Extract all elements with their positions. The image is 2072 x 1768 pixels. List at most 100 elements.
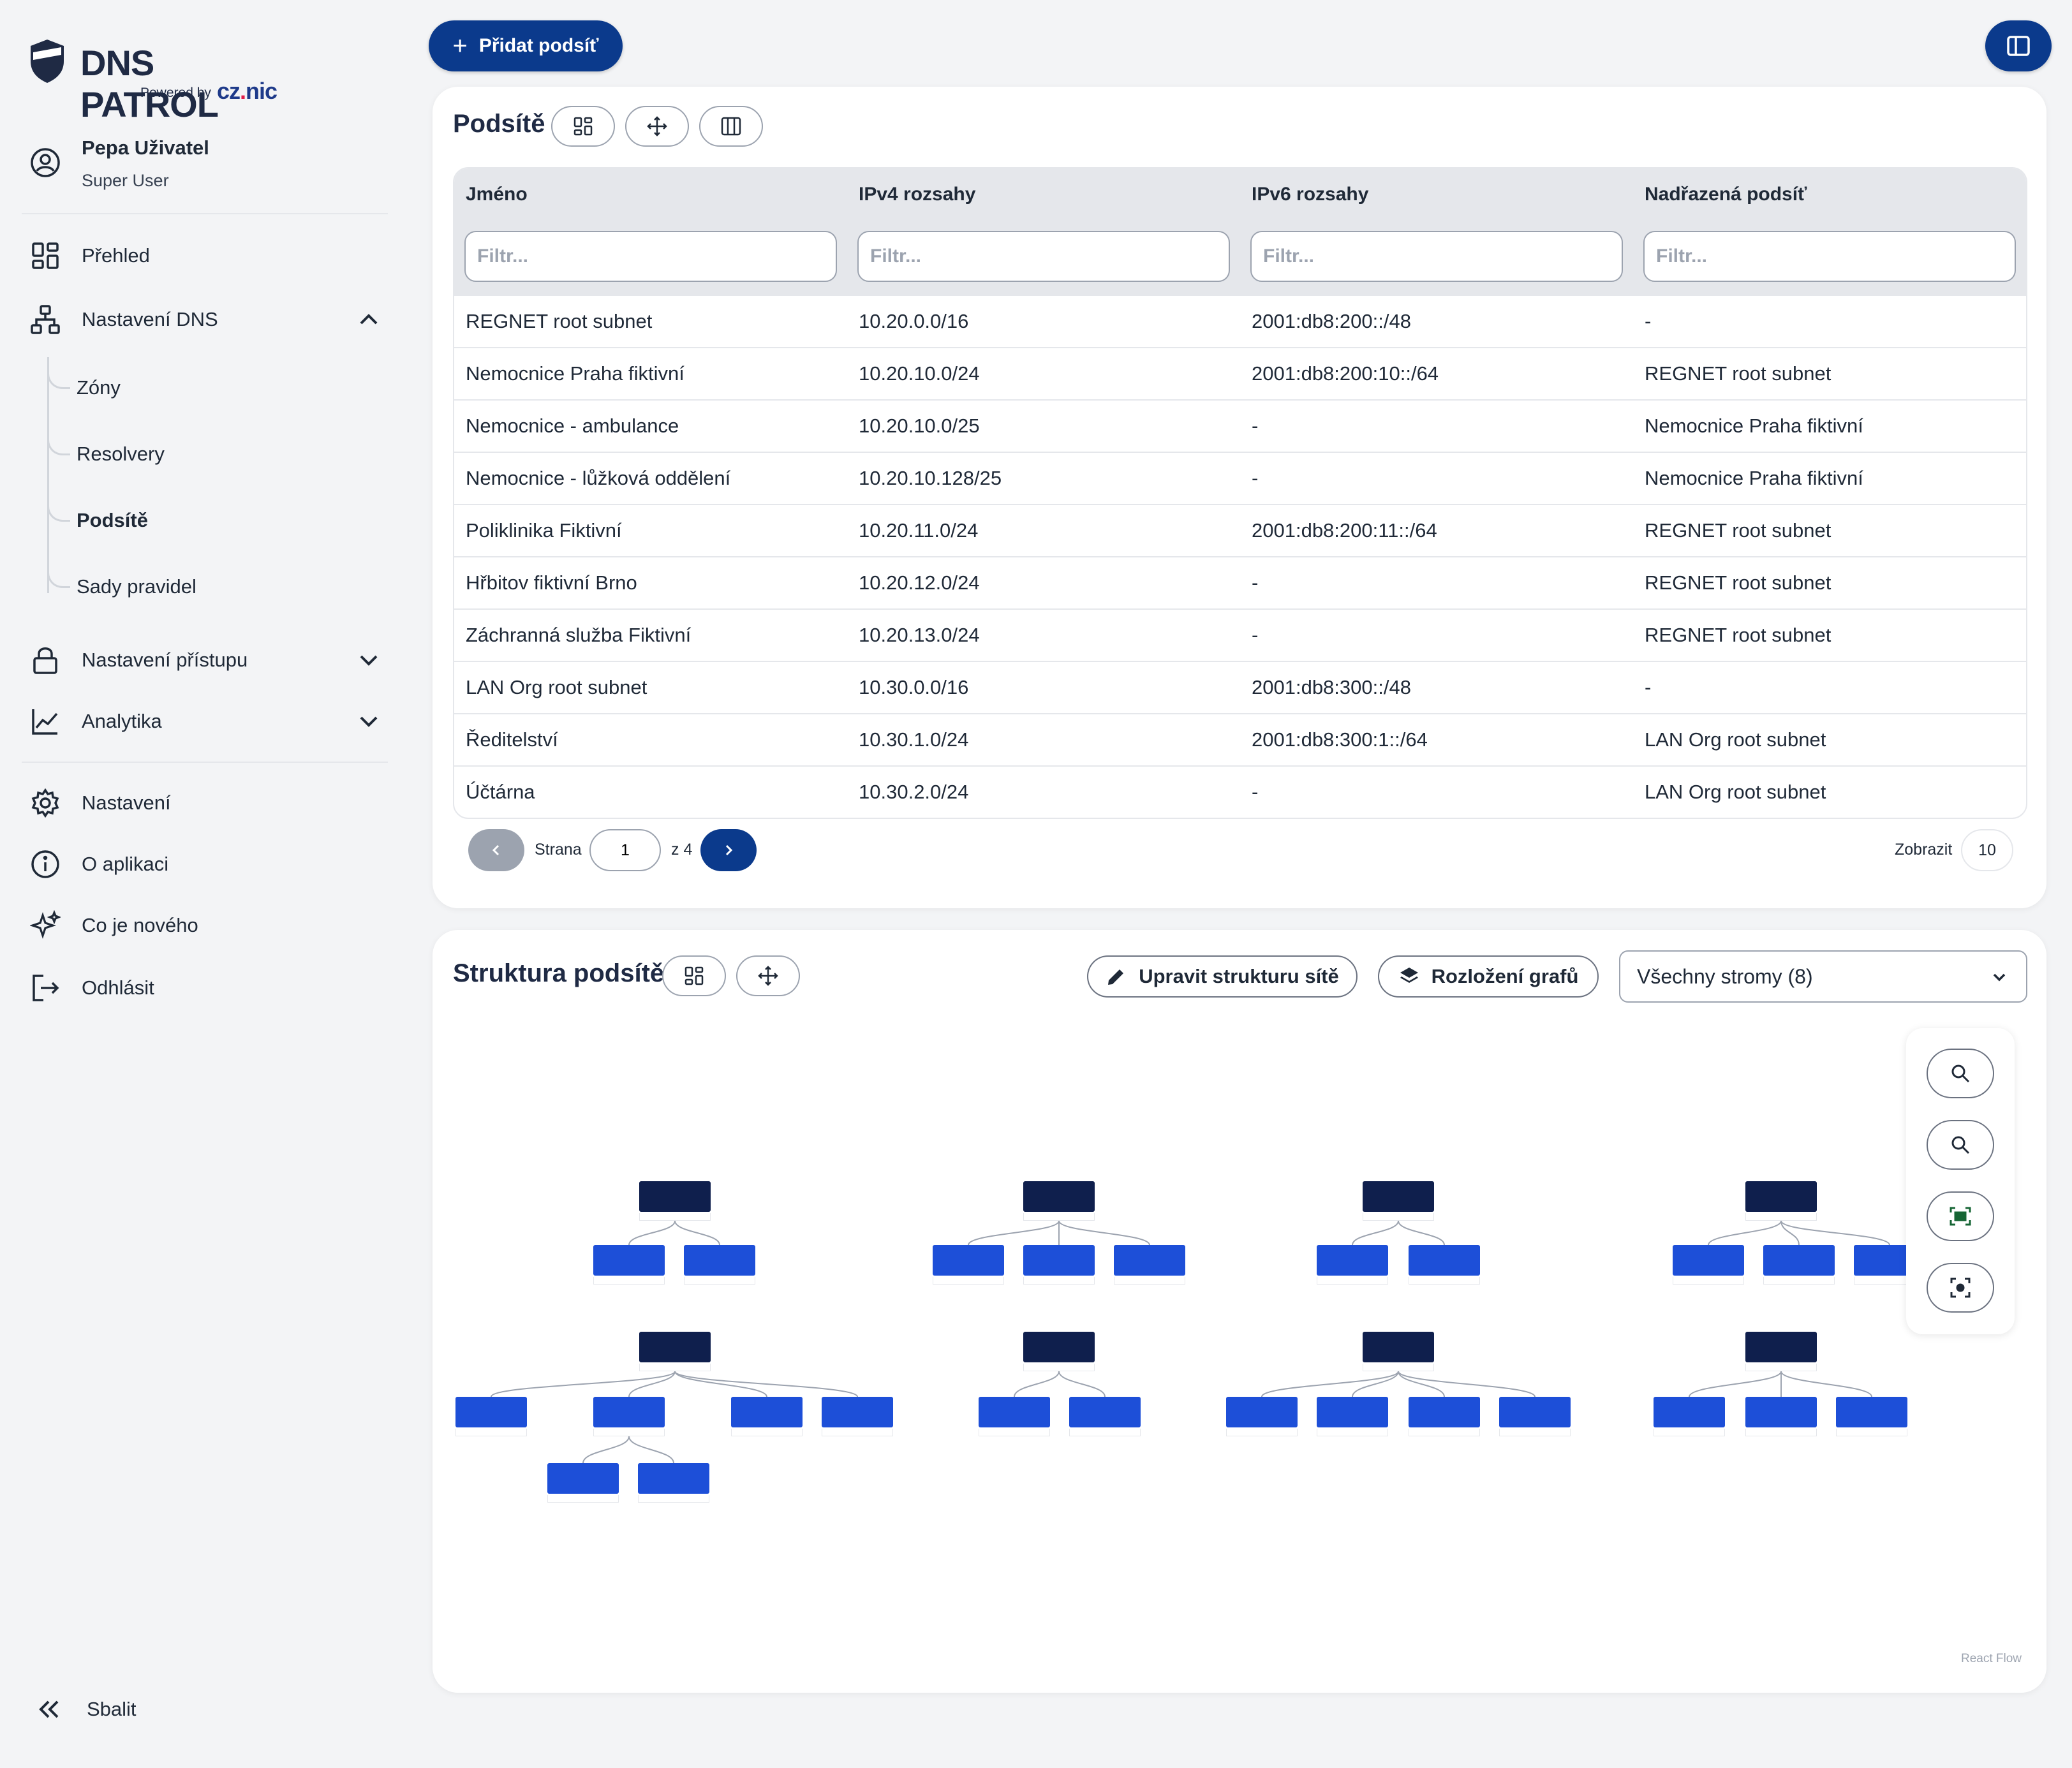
flow-child-node[interactable] — [933, 1245, 1004, 1285]
column-header[interactable]: Jméno — [466, 184, 528, 205]
graph-layout-button[interactable]: Rozložení grafů — [1378, 955, 1599, 998]
move-button[interactable] — [625, 106, 689, 147]
node-footer — [684, 1277, 755, 1285]
page-input[interactable] — [589, 829, 661, 871]
flow-child-node[interactable] — [1023, 1245, 1095, 1285]
fit-view-button[interactable] — [1927, 1191, 1994, 1241]
flow-child-node[interactable] — [593, 1245, 665, 1285]
flow-child-node[interactable] — [1409, 1245, 1480, 1285]
flow-child-node[interactable] — [822, 1397, 893, 1436]
flow-child-node[interactable] — [1069, 1397, 1141, 1436]
graph-layout-label: Rozložení grafů — [1431, 965, 1579, 987]
column-header[interactable]: Nadřazená podsíť — [1645, 184, 1807, 205]
filter-ipv4-input[interactable] — [857, 231, 1230, 282]
table-row[interactable]: REGNET root subnet 10.20.0.0/16 2001:db8:2… — [454, 295, 2026, 347]
table-row[interactable]: Poliklinika Fiktivní 10.20.11.0/24 2001:db… — [454, 504, 2026, 556]
flow-child-node[interactable] — [455, 1397, 527, 1436]
table-row[interactable]: Záchranná služba Fiktivní 10.20.13.0/24 - R… — [454, 608, 2026, 661]
add-subnet-button[interactable]: + Přidat podsíť — [429, 20, 623, 71]
nav-settings[interactable]: Nastavení — [29, 781, 387, 825]
flow-root-node[interactable] — [1023, 1181, 1095, 1221]
focus-button[interactable] — [1927, 1263, 1994, 1313]
column-header[interactable]: IPv6 rozsahy — [1252, 184, 1369, 205]
flow-child-node[interactable] — [1654, 1397, 1725, 1436]
table-row[interactable]: Hřbitov fiktivní Brno 10.20.12.0/24 - REGNE… — [454, 556, 2026, 608]
flow-child-node[interactable] — [638, 1463, 709, 1503]
table-row[interactable]: Nemocnice - ambulance 10.20.10.0/25 - Nemoc… — [454, 399, 2026, 452]
tree-select[interactable]: Všechny stromy (8) — [1619, 950, 2027, 1003]
page-size-select[interactable]: 10 — [1961, 829, 2013, 871]
table-row[interactable]: LAN Org root subnet 10.30.0.0/16 2001:db8:… — [454, 661, 2026, 713]
flow-edge — [491, 1371, 676, 1397]
flow-child-node[interactable] — [593, 1397, 665, 1436]
filter-ipv6-input[interactable] — [1250, 231, 1623, 282]
nav-about[interactable]: O aplikaci — [29, 842, 387, 887]
nav-resolvers[interactable]: Resolvery — [77, 443, 165, 465]
node-footer — [1226, 1429, 1298, 1436]
columns-button[interactable] — [699, 106, 763, 147]
grid-view-button[interactable] — [662, 955, 726, 996]
edit-structure-button[interactable]: Upravit strukturu sítě — [1087, 955, 1358, 998]
table-cell: LAN Org root subnet — [466, 676, 648, 698]
flow-child-node[interactable] — [1499, 1397, 1571, 1436]
collapse-sidebar-button[interactable]: Sbalit — [36, 1697, 137, 1722]
next-page-button[interactable] — [700, 829, 757, 871]
zoom-out-button[interactable] — [1927, 1120, 1994, 1170]
table-row[interactable]: Nemocnice - lůžková oddělení 10.20.10.128… — [454, 452, 2026, 504]
flow-canvas[interactable] — [434, 1020, 1952, 1543]
filter-parent-input[interactable] — [1643, 231, 2016, 282]
flow-root-node[interactable] — [1363, 1181, 1434, 1221]
flow-root-node[interactable] — [1745, 1332, 1817, 1371]
table-row[interactable]: Nemocnice Praha fiktivní 10.20.10.0/24 200… — [454, 347, 2026, 399]
react-flow-attribution[interactable]: React Flow — [1961, 1652, 2022, 1665]
flow-root-node[interactable] — [639, 1181, 711, 1221]
flow-child-node[interactable] — [1317, 1245, 1388, 1285]
nav-whats-new-label: Co je nového — [82, 914, 198, 936]
toggle-panel-button[interactable] — [1985, 20, 2052, 71]
table-row[interactable]: Ředitelství 10.30.1.0/24 2001:db8:300:1::/… — [454, 713, 2026, 765]
submenu-branch — [47, 499, 70, 522]
nav-whats-new[interactable]: Co je nového — [29, 903, 387, 948]
partner-logo-dot: . — [240, 78, 246, 104]
flow-child-node[interactable] — [1836, 1397, 1907, 1436]
grid-view-button[interactable] — [551, 106, 615, 147]
partner-logo: cz.nic — [217, 78, 278, 105]
nav-analytics[interactable]: Analytika — [29, 699, 387, 744]
move-button[interactable] — [736, 955, 800, 996]
flow-child-node[interactable] — [979, 1397, 1050, 1436]
column-header[interactable]: IPv4 rozsahy — [859, 184, 976, 205]
logo[interactable]: DNS PATROL Powered by cz.nic — [29, 38, 297, 124]
zoom-in-button[interactable] — [1927, 1049, 1994, 1098]
table-row[interactable]: Účtárna 10.30.2.0/24 - LAN Org root subnet — [454, 765, 2026, 818]
flow-child-node[interactable] — [1763, 1245, 1835, 1285]
prev-page-button[interactable] — [468, 829, 524, 871]
nav-access-settings[interactable]: Nastavení přístupu — [29, 638, 387, 682]
flow-root-node[interactable] — [1363, 1332, 1434, 1371]
flow-child-node[interactable] — [1317, 1397, 1388, 1436]
flow-child-node[interactable] — [684, 1245, 755, 1285]
user-profile[interactable]: Pepa Uživatel Super User — [29, 131, 387, 202]
flow-root-node[interactable] — [639, 1332, 711, 1371]
divider — [22, 762, 388, 763]
layers-icon — [1400, 968, 1418, 983]
flow-root-node[interactable] — [1023, 1332, 1095, 1371]
flow-child-node[interactable] — [1409, 1397, 1480, 1436]
flow-edge — [628, 1436, 674, 1464]
nav-zones[interactable]: Zóny — [77, 376, 121, 399]
flow-child-node[interactable] — [731, 1397, 803, 1436]
filter-name-input[interactable] — [464, 231, 837, 282]
flow-child-node[interactable] — [547, 1463, 619, 1503]
flow-root-node[interactable] — [1745, 1181, 1817, 1221]
chevron-left-icon — [492, 844, 500, 856]
flow-child-node[interactable] — [1114, 1245, 1185, 1285]
nav-subnets[interactable]: Podsítě — [77, 509, 148, 531]
nav-rule-sets[interactable]: Sady pravidel — [77, 575, 196, 598]
subnets-title: Podsítě — [453, 110, 545, 138]
flow-child-node[interactable] — [1226, 1397, 1298, 1436]
flow-child-node[interactable] — [1745, 1397, 1817, 1436]
nav-logout[interactable]: Odhlásit — [29, 966, 387, 1010]
nav-dns-settings[interactable]: Nastavení DNS — [29, 297, 387, 342]
nav-overview[interactable]: Přehled — [29, 233, 387, 278]
flow-edge — [674, 1371, 858, 1397]
flow-child-node[interactable] — [1673, 1245, 1744, 1285]
